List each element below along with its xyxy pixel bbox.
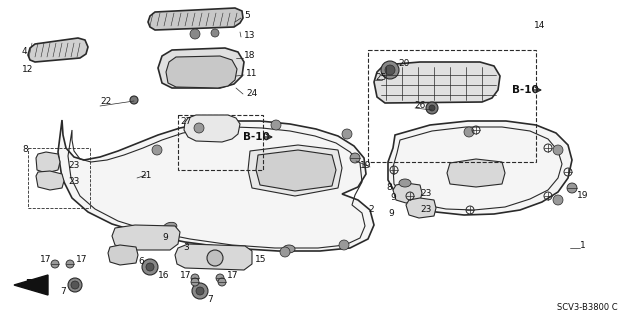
Text: 11: 11	[246, 70, 257, 78]
Text: 3: 3	[183, 243, 189, 253]
Text: 9: 9	[162, 234, 168, 242]
Polygon shape	[148, 8, 243, 30]
Text: FR.: FR.	[25, 279, 43, 289]
Bar	[28, 148, 90, 208]
Text: 17: 17	[40, 256, 51, 264]
Text: 15: 15	[255, 256, 266, 264]
Circle shape	[191, 278, 199, 286]
Polygon shape	[36, 171, 64, 190]
Polygon shape	[14, 275, 48, 295]
Text: 17: 17	[180, 271, 191, 279]
Text: 2: 2	[368, 205, 374, 214]
Polygon shape	[175, 244, 252, 270]
Circle shape	[211, 29, 219, 37]
Text: 23: 23	[420, 189, 431, 197]
Ellipse shape	[163, 222, 177, 232]
Text: 4: 4	[22, 48, 28, 56]
Text: 17: 17	[227, 271, 239, 279]
Circle shape	[216, 274, 224, 282]
Text: 9: 9	[388, 209, 394, 218]
Text: 22: 22	[100, 98, 111, 107]
Circle shape	[71, 281, 79, 289]
Text: 23: 23	[68, 160, 79, 169]
Polygon shape	[248, 145, 342, 196]
Text: 14: 14	[534, 20, 545, 29]
Ellipse shape	[399, 179, 411, 187]
Circle shape	[342, 129, 352, 139]
Circle shape	[567, 183, 577, 193]
Circle shape	[190, 29, 200, 39]
Circle shape	[381, 61, 399, 79]
Text: SCV3-B3800 C: SCV3-B3800 C	[557, 303, 618, 313]
Circle shape	[194, 123, 204, 133]
Polygon shape	[36, 152, 60, 173]
Text: 8: 8	[386, 183, 392, 192]
Bar	[368, 50, 536, 162]
Circle shape	[426, 102, 438, 114]
Circle shape	[429, 105, 435, 111]
Ellipse shape	[283, 245, 295, 253]
Text: 18: 18	[244, 51, 255, 61]
Polygon shape	[256, 150, 336, 191]
Circle shape	[51, 260, 59, 268]
Circle shape	[191, 274, 199, 282]
Text: 7: 7	[60, 286, 66, 295]
Text: 17: 17	[76, 256, 88, 264]
Text: 23: 23	[68, 177, 79, 187]
Text: 25: 25	[375, 73, 387, 83]
Circle shape	[152, 145, 162, 155]
Polygon shape	[28, 38, 88, 62]
Text: 20: 20	[398, 58, 410, 68]
Polygon shape	[374, 62, 500, 103]
Text: 23: 23	[420, 205, 431, 214]
Circle shape	[207, 250, 223, 266]
Text: 19: 19	[360, 160, 371, 169]
Polygon shape	[388, 121, 572, 215]
Polygon shape	[406, 198, 436, 218]
Text: 13: 13	[244, 31, 255, 40]
Polygon shape	[393, 183, 422, 203]
Polygon shape	[166, 56, 237, 88]
Text: 19: 19	[577, 190, 589, 199]
Polygon shape	[447, 159, 505, 187]
Circle shape	[66, 260, 74, 268]
Text: B-10: B-10	[243, 132, 269, 142]
Polygon shape	[184, 115, 240, 142]
Text: 21: 21	[140, 170, 152, 180]
Text: B-10: B-10	[512, 85, 539, 95]
Text: 26: 26	[414, 100, 426, 109]
Polygon shape	[108, 245, 138, 265]
Polygon shape	[112, 225, 180, 250]
Text: 16: 16	[158, 271, 170, 279]
Text: 8: 8	[22, 145, 28, 154]
Text: 24: 24	[246, 88, 257, 98]
Text: 9: 9	[390, 194, 396, 203]
Circle shape	[146, 263, 154, 271]
Circle shape	[385, 65, 395, 75]
Polygon shape	[58, 120, 374, 251]
Circle shape	[218, 278, 226, 286]
Circle shape	[192, 283, 208, 299]
Circle shape	[68, 278, 82, 292]
Circle shape	[553, 145, 563, 155]
Text: 1: 1	[580, 241, 586, 249]
Circle shape	[350, 153, 360, 163]
Circle shape	[464, 127, 474, 137]
Circle shape	[130, 96, 138, 104]
Circle shape	[339, 240, 349, 250]
Circle shape	[280, 247, 290, 257]
Circle shape	[271, 120, 281, 130]
Circle shape	[196, 287, 204, 295]
Circle shape	[142, 259, 158, 275]
Text: 6: 6	[138, 257, 144, 266]
Circle shape	[553, 195, 563, 205]
Bar	[178, 115, 263, 170]
Text: 12: 12	[22, 65, 33, 75]
Text: 5: 5	[244, 11, 250, 20]
Polygon shape	[158, 48, 244, 88]
Text: 7: 7	[207, 295, 212, 305]
Text: 27: 27	[180, 117, 191, 127]
